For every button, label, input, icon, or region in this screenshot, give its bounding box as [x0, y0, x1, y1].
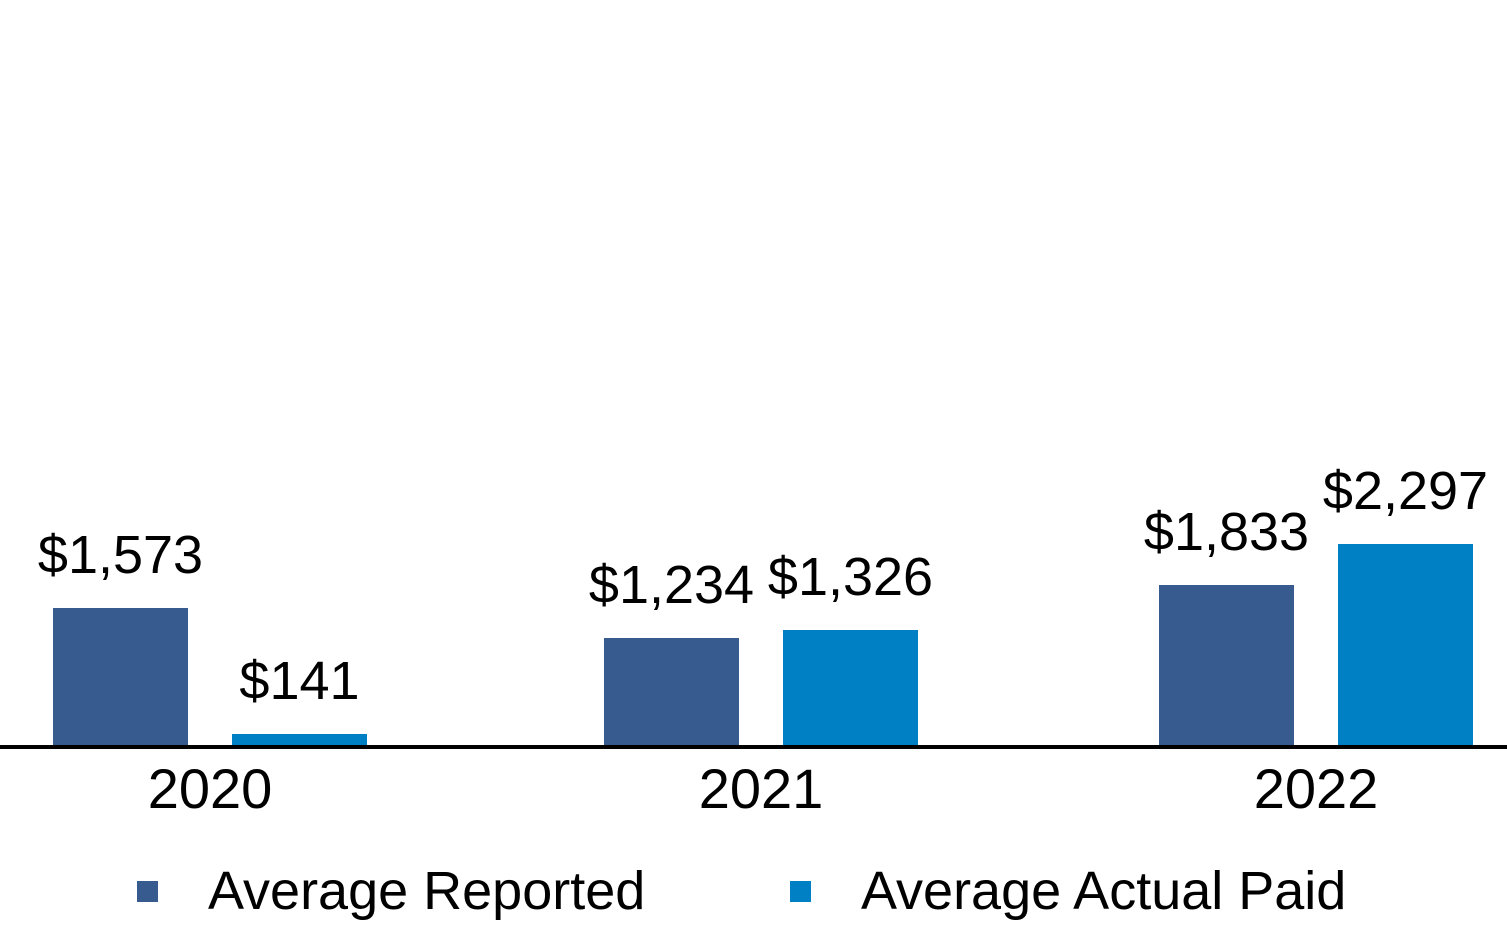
bar-2022-average-actual-paid	[1338, 544, 1473, 746]
x-axis-label-2020: 2020	[147, 757, 273, 820]
bar-2021-average-reported	[604, 638, 739, 746]
legend-swatch-icon-average-actual-paid	[790, 880, 811, 902]
value-label-2020-average-reported: $1,573	[37, 525, 204, 585]
x-axis-line	[0, 745, 1507, 749]
value-label-2021-average-reported: $1,234	[588, 555, 755, 615]
value-label-2020-average-actual-paid: $141	[239, 651, 360, 711]
x-axis-label-2021: 2021	[698, 757, 824, 820]
bar-2020-average-reported	[53, 608, 188, 746]
value-label-2021-average-actual-paid: $1,326	[767, 547, 934, 607]
value-label-2022-average-reported: $1,833	[1143, 502, 1310, 562]
legend-item-average-reported: Average Reported	[137, 859, 645, 923]
legend-label-average-actual-paid: Average Actual Paid	[861, 861, 1347, 921]
value-label-2022-average-actual-paid: $2,297	[1322, 461, 1489, 521]
x-axis-label-2022: 2022	[1253, 757, 1379, 820]
bar-2020-average-actual-paid	[232, 734, 367, 746]
bar-2022-average-reported	[1159, 585, 1294, 746]
legend-swatch-icon-average-reported	[137, 880, 158, 902]
bar-2021-average-actual-paid	[783, 630, 918, 746]
legend-label-average-reported: Average Reported	[208, 861, 646, 921]
legend-item-average-actual-paid: Average Actual Paid	[790, 859, 1346, 923]
